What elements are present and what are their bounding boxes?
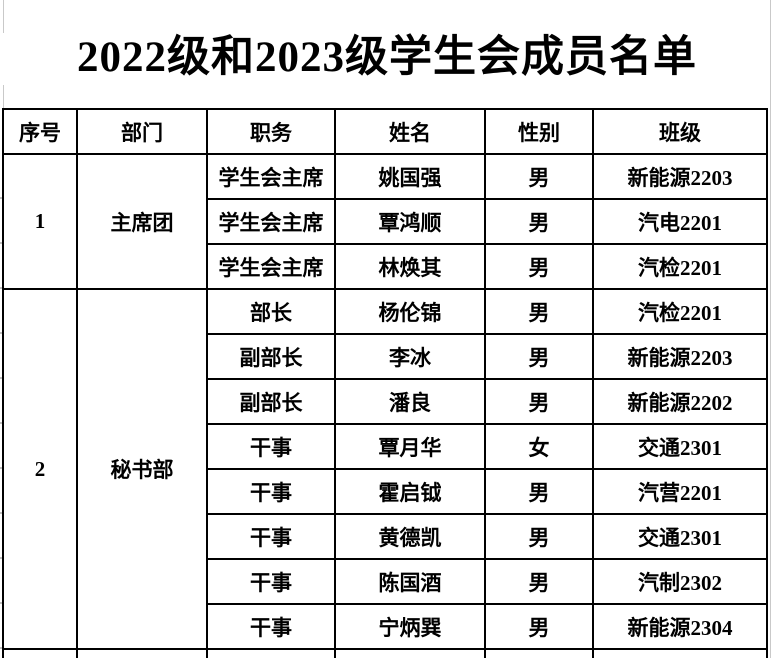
gender-cell: 男 xyxy=(484,243,594,290)
gender-cell: 男 xyxy=(484,468,594,515)
name-cell: 姚国强 xyxy=(334,153,486,200)
row-gridline-tick xyxy=(0,512,4,514)
table-row: 干事 黄德凯男交通2301 xyxy=(3,513,768,560)
gender-cell: 女 xyxy=(484,423,594,470)
gender-cell: 男 xyxy=(484,288,594,335)
empty-cell xyxy=(334,648,486,658)
member-roster-table: 序号 部门 职务 姓名 性别 班级 1 主席团 学生会主席 姚国强男新能源2203 学生… xyxy=(2,108,768,658)
row-gridline-tick xyxy=(0,377,4,379)
gender-cell: 男 xyxy=(484,198,594,245)
gender-cell: 男 xyxy=(484,378,594,425)
gridline-left-top-segment xyxy=(3,0,4,33)
department-cell: 秘书部 xyxy=(76,288,208,650)
class-cell: 汽制2302 xyxy=(592,558,768,605)
empty-cell xyxy=(206,648,336,658)
class-cell: 汽检2201 xyxy=(592,288,768,335)
col-header-index: 序号 xyxy=(2,108,78,155)
group-index-cell: 1 xyxy=(2,153,78,290)
name-cell: 李冰 xyxy=(334,333,486,380)
table-row: 副部长 潘良男新能源2202 xyxy=(3,378,768,425)
position-cell: 干事 xyxy=(206,558,336,605)
table-row: 干事 覃月华女交通2301 xyxy=(3,423,768,470)
name-cell: 宁炳巽 xyxy=(334,603,486,650)
gender-cell: 男 xyxy=(484,333,594,380)
row-gridline-tick xyxy=(0,332,4,334)
position-cell: 学生会主席 xyxy=(206,243,336,290)
table-row: 干事 陈国酒男汽制2302 xyxy=(3,558,768,605)
name-cell: 潘良 xyxy=(334,378,486,425)
department-cell: 主席团 xyxy=(76,153,208,290)
class-cell: 新能源2203 xyxy=(592,153,768,200)
position-cell: 学生会主席 xyxy=(206,198,336,245)
row-gridline-tick xyxy=(0,197,4,199)
class-cell: 汽电2201 xyxy=(592,198,768,245)
page-title: 2022级和2023级学生会成员名单 xyxy=(77,34,697,81)
col-header-department: 部门 xyxy=(76,108,208,155)
name-cell: 林焕其 xyxy=(334,243,486,290)
empty-cell xyxy=(592,648,768,658)
class-cell: 交通2301 xyxy=(592,513,768,560)
name-cell: 霍启钺 xyxy=(334,468,486,515)
name-cell: 陈国酒 xyxy=(334,558,486,605)
position-cell: 部长 xyxy=(206,288,336,335)
table-row: 副部长 李冰男新能源2203 xyxy=(3,333,768,380)
table-row: 1 主席团 学生会主席 姚国强男新能源2203 xyxy=(2,153,768,290)
table-row: 学生会主席 覃鸿顺男汽电2201 xyxy=(3,198,768,245)
class-cell: 交通2301 xyxy=(592,423,768,470)
row-gridline-tick xyxy=(0,467,4,469)
name-cell: 杨伦锦 xyxy=(334,288,486,335)
empty-cell xyxy=(2,648,78,658)
empty-cell xyxy=(484,648,594,658)
table-header-row: 序号 部门 职务 姓名 性别 班级 xyxy=(2,108,768,155)
position-cell: 干事 xyxy=(206,603,336,650)
gender-cell: 男 xyxy=(484,153,594,200)
col-header-class: 班级 xyxy=(592,108,768,155)
class-cell: 新能源2202 xyxy=(592,378,768,425)
col-header-gender: 性别 xyxy=(484,108,594,155)
position-cell: 学生会主席 xyxy=(206,153,336,200)
row-gridline-tick xyxy=(0,602,4,604)
position-cell: 干事 xyxy=(206,423,336,470)
class-cell: 汽营2201 xyxy=(592,468,768,515)
group-index-cell: 2 xyxy=(2,288,78,650)
row-gridline-tick xyxy=(0,557,4,559)
row-gridline-tick xyxy=(0,422,4,424)
class-cell: 新能源2304 xyxy=(592,603,768,650)
position-cell: 干事 xyxy=(206,468,336,515)
class-cell: 新能源2203 xyxy=(592,333,768,380)
col-header-position: 职务 xyxy=(206,108,336,155)
gender-cell: 男 xyxy=(484,513,594,560)
table-row: 2 秘书部 部长 杨伦锦男汽检2201 xyxy=(2,288,768,650)
empty-cell xyxy=(76,648,208,658)
gridline-right-edge xyxy=(770,0,771,658)
gender-cell: 男 xyxy=(484,558,594,605)
gridline-left-mid-segment xyxy=(3,85,4,108)
class-cell: 汽检2201 xyxy=(592,243,768,290)
member-table-body: 1 主席团 学生会主席 姚国强男新能源2203 学生会主席 覃鸿顺男汽电2201 学生会主席… xyxy=(2,153,768,658)
name-cell: 黄德凯 xyxy=(334,513,486,560)
row-gridline-tick xyxy=(0,287,4,289)
table-row: 干事 宁炳巽男新能源2304 xyxy=(3,603,768,650)
gender-cell: 男 xyxy=(484,603,594,650)
row-gridline-tick xyxy=(0,242,4,244)
position-cell: 副部长 xyxy=(206,378,336,425)
table-row: 干事 霍启钺男汽营2201 xyxy=(3,468,768,515)
row-gridline-tick xyxy=(0,647,4,649)
table-row: 学生会主席 林焕其男汽检2201 xyxy=(3,243,768,290)
col-header-name: 姓名 xyxy=(334,108,486,155)
name-cell: 覃鸿顺 xyxy=(334,198,486,245)
position-cell: 副部长 xyxy=(206,333,336,380)
partial-next-row xyxy=(2,648,768,658)
name-cell: 覃月华 xyxy=(334,423,486,470)
position-cell: 干事 xyxy=(206,513,336,560)
